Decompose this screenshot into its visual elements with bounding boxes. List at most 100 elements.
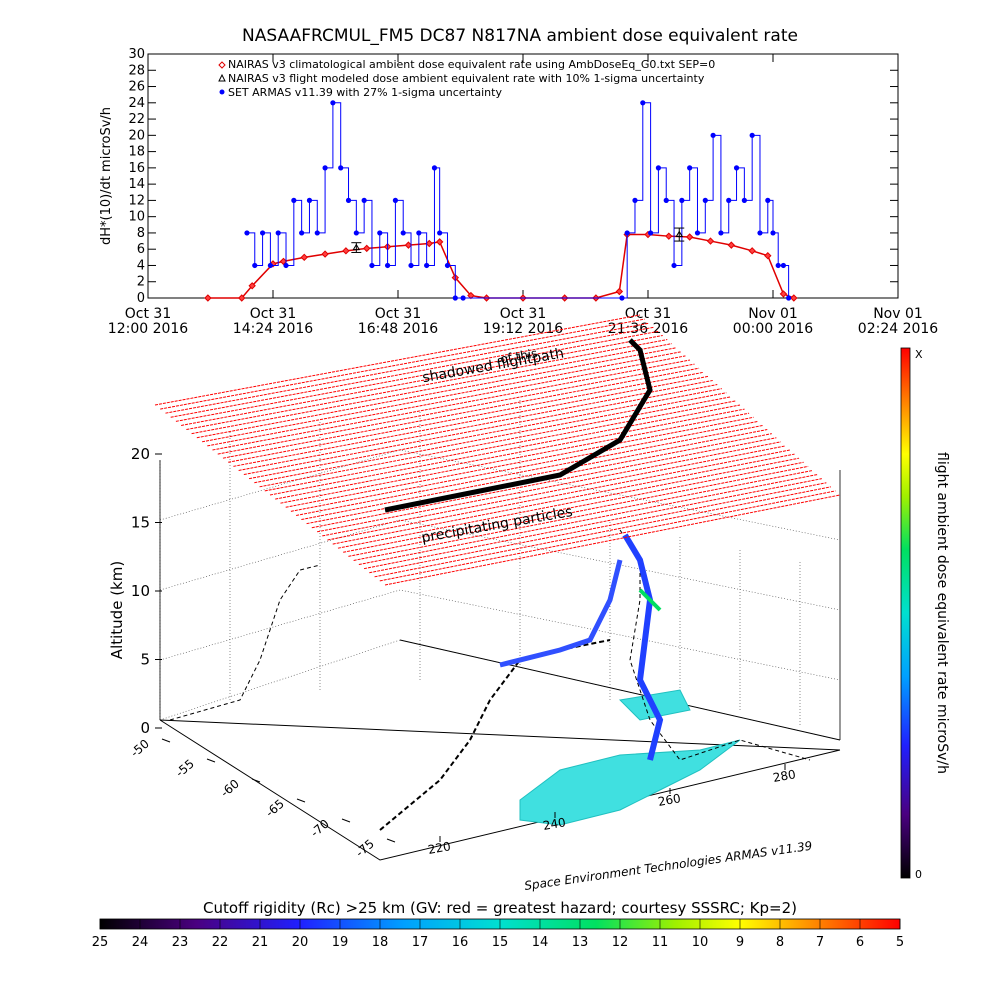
latitude-tick-mark	[341, 818, 351, 823]
dose-colorbar	[900, 347, 911, 879]
armas-measured-point	[252, 262, 258, 269]
x-tick-label-time: 19:12 2016	[483, 321, 564, 337]
longitude-tick-label: 280	[772, 767, 797, 785]
particle-plane-line	[243, 384, 718, 476]
wall-projection-right	[619, 529, 811, 761]
rigidity-tick-label: 11	[652, 935, 669, 950]
legend-triangle-marker	[218, 73, 226, 82]
particle-plane-line	[196, 347, 677, 439]
nairas-climatological-series	[204, 230, 798, 302]
armas-measured-point	[765, 197, 771, 203]
x-tick-label-time: 12:00 2016	[108, 321, 189, 337]
colorbar-top-label: X	[915, 348, 923, 361]
particle-plane-line	[238, 379, 713, 471]
nairas-climatological-point	[342, 247, 350, 255]
armas-measured-point	[330, 100, 336, 106]
y-tick-label: 2	[137, 275, 145, 290]
legend-circle-marker	[219, 89, 225, 95]
x-tick-label-time: 02:24 2016	[858, 321, 939, 337]
particle-plane-line	[160, 318, 645, 410]
armas-measured-point	[283, 262, 289, 269]
legend: NAIRAS v3 climatological ambient dose eq…	[218, 58, 715, 99]
altitude-tick-label: 20	[131, 445, 150, 463]
x-tick-label-date: Nov 01	[873, 306, 923, 322]
precipitating-particles-plane	[154, 314, 841, 586]
nairas-climatological-point	[467, 291, 475, 300]
rigidity-tick-label: 24	[132, 935, 149, 950]
y-tick-label: 22	[128, 112, 145, 127]
nairas-climatological-point	[685, 233, 694, 241]
armas-measured-point	[757, 230, 763, 236]
flight-track-mid	[622, 533, 664, 761]
y-tick-label: 28	[128, 63, 145, 78]
rigidity-tick-label: 23	[172, 935, 189, 950]
armas-measured-point	[408, 262, 414, 269]
rigidity-tick-label: 17	[412, 935, 429, 950]
armas-measured-point	[437, 230, 443, 236]
particle-plane-line	[170, 326, 654, 418]
armas-measured-point	[780, 262, 787, 269]
latitude-tick-mark	[251, 778, 261, 783]
nairas-climatological-point	[204, 294, 212, 302]
armas-measured-point	[384, 262, 391, 269]
nairas-climatological-point	[279, 257, 288, 266]
rigidity-tick-label: 22	[212, 935, 229, 950]
nairas-flight-model-series	[351, 227, 685, 253]
armas-measured-point	[460, 295, 466, 301]
y-tick-label: 18	[128, 145, 145, 160]
armas-measured-point	[775, 262, 781, 269]
armas-measured-point	[452, 295, 458, 301]
particle-plane-line	[374, 486, 832, 578]
latitude-tick-label: -65	[263, 797, 287, 820]
x-tick-label-date: Oct 31	[625, 306, 671, 322]
particle-plane-line	[322, 445, 786, 537]
armas-measured-point	[267, 262, 273, 269]
particle-plane-line	[316, 441, 782, 533]
particle-plane-line	[275, 408, 745, 500]
armas-measured-point	[361, 197, 367, 203]
x-tick-label-date: Nov 01	[748, 306, 798, 322]
particle-plane-line	[191, 343, 672, 435]
rigidity-tick-label: 10	[692, 935, 709, 950]
armas-measured-point	[444, 262, 451, 269]
latitude-tick-label: -50	[128, 737, 152, 760]
armas-measured-point	[679, 197, 685, 203]
longitude-ticks: 220 240 260 280	[427, 764, 797, 857]
armas-measured-point	[632, 197, 638, 203]
nairas-climatological-point	[435, 238, 444, 246]
particle-plane-line	[296, 424, 763, 516]
y-tick-label: 16	[128, 161, 145, 176]
credit-label: Space Environment Technologies ARMAS v11…	[523, 839, 813, 893]
rigidity-tick-label: 19	[332, 935, 349, 950]
altitude-ticks: 0 5 10 15 20	[131, 445, 162, 737]
armas-measured-point	[424, 262, 430, 269]
legend-item-armas: SET ARMAS v11.39 with 27% 1-sigma uncert…	[228, 86, 502, 99]
nairas-climatological-point	[665, 232, 673, 240]
x-tick-label-time: 00:00 2016	[733, 321, 814, 337]
altitude-axis-label: Altitude (km)	[108, 561, 126, 659]
armas-measured-point	[259, 230, 266, 236]
x-tick-label-time: 14:24 2016	[233, 321, 314, 337]
rigidity-tick-label: 13	[572, 935, 589, 950]
latitude-tick-label: -55	[173, 757, 197, 780]
armas-measured-point	[624, 230, 630, 236]
particle-plane-line	[332, 453, 795, 545]
particle-plane-line	[207, 355, 686, 447]
armas-measured-point	[786, 295, 792, 301]
rigidity-title: Cutoff rigidity (Rc) >25 km (GV: red = g…	[203, 899, 797, 917]
latitude-tick-label: -75	[353, 837, 377, 860]
latitude-tick-mark	[161, 738, 171, 743]
nairas-climatological-point	[363, 244, 371, 253]
x-tick-label-date: Oct 31	[250, 306, 296, 322]
armas-measured-point	[655, 165, 662, 171]
longitude-tick-label: 260	[657, 791, 682, 809]
particle-plane-line	[363, 478, 822, 570]
particle-plane-line	[358, 474, 818, 566]
nairas-climatological-point	[779, 290, 788, 298]
latitude-tick-label: -70	[308, 817, 332, 840]
x-tick-label-date: Oct 31	[375, 306, 421, 322]
longitude-tick-label: 220	[427, 839, 452, 857]
rigidity-tick-label: 7	[816, 935, 824, 950]
armas-measured-point	[322, 165, 328, 171]
